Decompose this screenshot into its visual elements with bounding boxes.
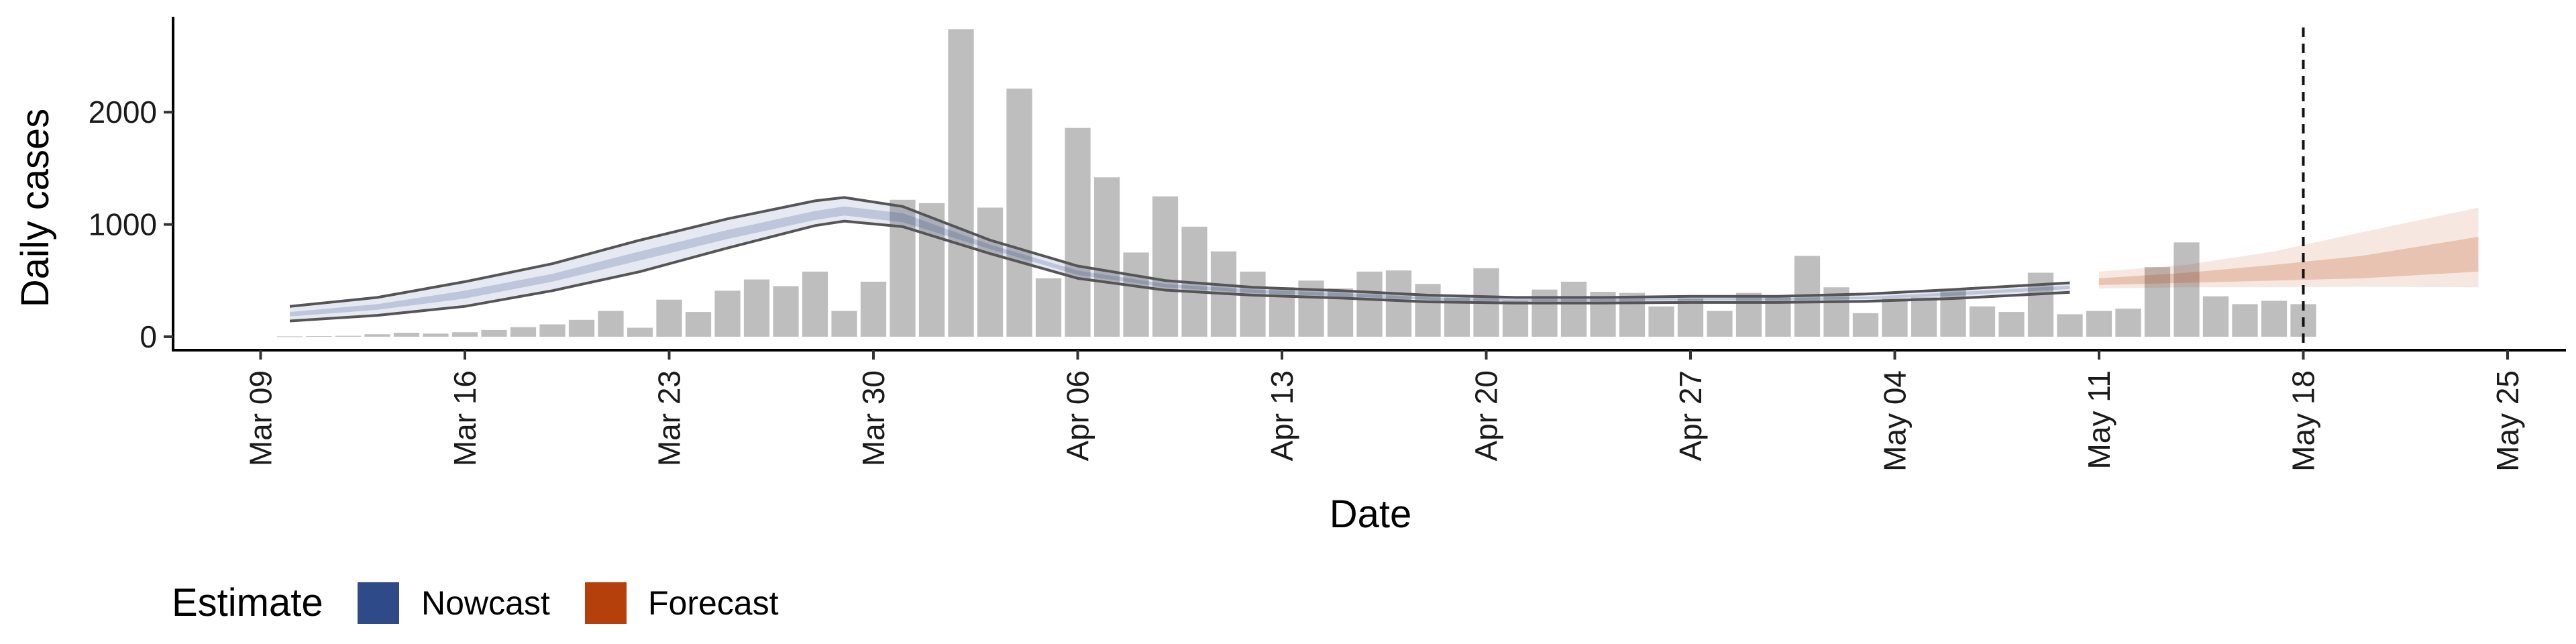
x-tick-label: Mar 23: [652, 370, 687, 466]
bar: [860, 281, 887, 337]
bar: [1619, 292, 1646, 337]
bar: [2057, 314, 2083, 337]
legend-label-forecast: Forecast: [648, 584, 779, 622]
x-tick-label: Apr 06: [1061, 370, 1095, 462]
nowcast-band-90: [290, 197, 2070, 321]
bar: [598, 311, 624, 337]
bar: [977, 207, 1004, 337]
x-tick-label: May 04: [1878, 370, 1913, 472]
legend: Estimate Nowcast Forecast: [172, 581, 779, 625]
forecast-band-50: [2099, 237, 2479, 285]
x-tick-label: Mar 09: [244, 370, 278, 466]
y-tick-label: 2000: [89, 95, 157, 129]
bar: [1356, 271, 1383, 337]
nowcast-band-50: [290, 206, 2070, 317]
bar: [802, 271, 828, 337]
bar: [948, 29, 974, 337]
nowcast-lower-line: [289, 219, 2070, 323]
legend-label-nowcast: Nowcast: [421, 584, 550, 622]
bar: [2232, 304, 2258, 337]
x-tick-label: Mar 16: [447, 370, 482, 466]
bar: [1006, 89, 1032, 337]
x-ticks-layer: Mar 09 Mar 16 Mar 23 Mar 30 Apr 06 Apr 13 Apr …: [244, 350, 2525, 472]
bar: [2261, 301, 2288, 337]
bar: [1560, 281, 1587, 337]
bar: [1735, 292, 1762, 337]
bar: [1385, 270, 1412, 337]
bar: [1648, 306, 1674, 337]
bar: [1502, 301, 1529, 337]
forecast-band-90: [2099, 207, 2479, 288]
bar: [714, 290, 741, 337]
bar: [743, 279, 770, 337]
axes-layer: [172, 17, 2566, 352]
bar: [1093, 177, 1120, 337]
bar: [481, 329, 507, 337]
x-tick-label: May 25: [2490, 370, 2525, 472]
bar: [568, 319, 595, 337]
bar: [1911, 297, 1937, 337]
y-tick-label: 1000: [89, 207, 157, 242]
bar: [1240, 271, 1266, 337]
bar: [393, 333, 420, 337]
bar: [2086, 311, 2112, 337]
bar: [1852, 313, 1879, 337]
bar: [2027, 272, 2054, 337]
x-tick-label: May 11: [2082, 370, 2116, 469]
bar: [276, 336, 303, 337]
legend-swatch-nowcast: [358, 582, 399, 624]
bar: [656, 299, 682, 337]
bar: [306, 336, 332, 337]
bar: [539, 324, 566, 337]
x-tick-label: Apr 13: [1265, 370, 1299, 462]
x-tick-label: Apr 27: [1673, 370, 1708, 462]
bar: [2115, 309, 2141, 337]
bar: [918, 203, 945, 337]
bar: [1065, 127, 1091, 337]
bar: [335, 335, 362, 337]
bar: [451, 332, 478, 337]
bar: [627, 327, 653, 337]
bar: [1415, 284, 1441, 337]
bar: [1969, 306, 1996, 337]
bar: [1882, 299, 1908, 337]
bar: [1707, 311, 1733, 337]
bar: [2202, 296, 2229, 337]
x-tick-label: Apr 20: [1469, 370, 1504, 462]
bar: [1123, 252, 1149, 337]
y-axis-title: Daily cases: [13, 109, 57, 308]
bar: [1677, 299, 1704, 337]
bar: [890, 199, 916, 337]
bar: [831, 311, 857, 337]
x-tick-label: May 18: [2286, 370, 2321, 472]
bar: [773, 286, 799, 337]
bands-layer: [289, 196, 2479, 323]
bar: [2174, 242, 2200, 337]
bar: [423, 333, 449, 337]
legend-swatch-forecast: [585, 582, 627, 624]
bar: [510, 327, 537, 337]
bar: [1444, 297, 1470, 337]
y-ticks-layer: 0 1000 2000: [89, 95, 173, 354]
y-tick-label: 0: [140, 319, 157, 354]
bar: [2144, 267, 2171, 337]
bars-layer: [276, 29, 2316, 337]
bar: [1590, 291, 1616, 337]
x-axis-title: Date: [1330, 492, 1412, 536]
bar: [1152, 196, 1179, 337]
bar: [364, 334, 390, 337]
bar: [1998, 312, 2025, 337]
bar: [1035, 278, 1062, 337]
x-tick-label: Mar 30: [856, 370, 891, 466]
legend-title: Estimate: [172, 581, 323, 625]
bar: [685, 312, 712, 337]
nowcast-upper-line: [289, 196, 2070, 308]
